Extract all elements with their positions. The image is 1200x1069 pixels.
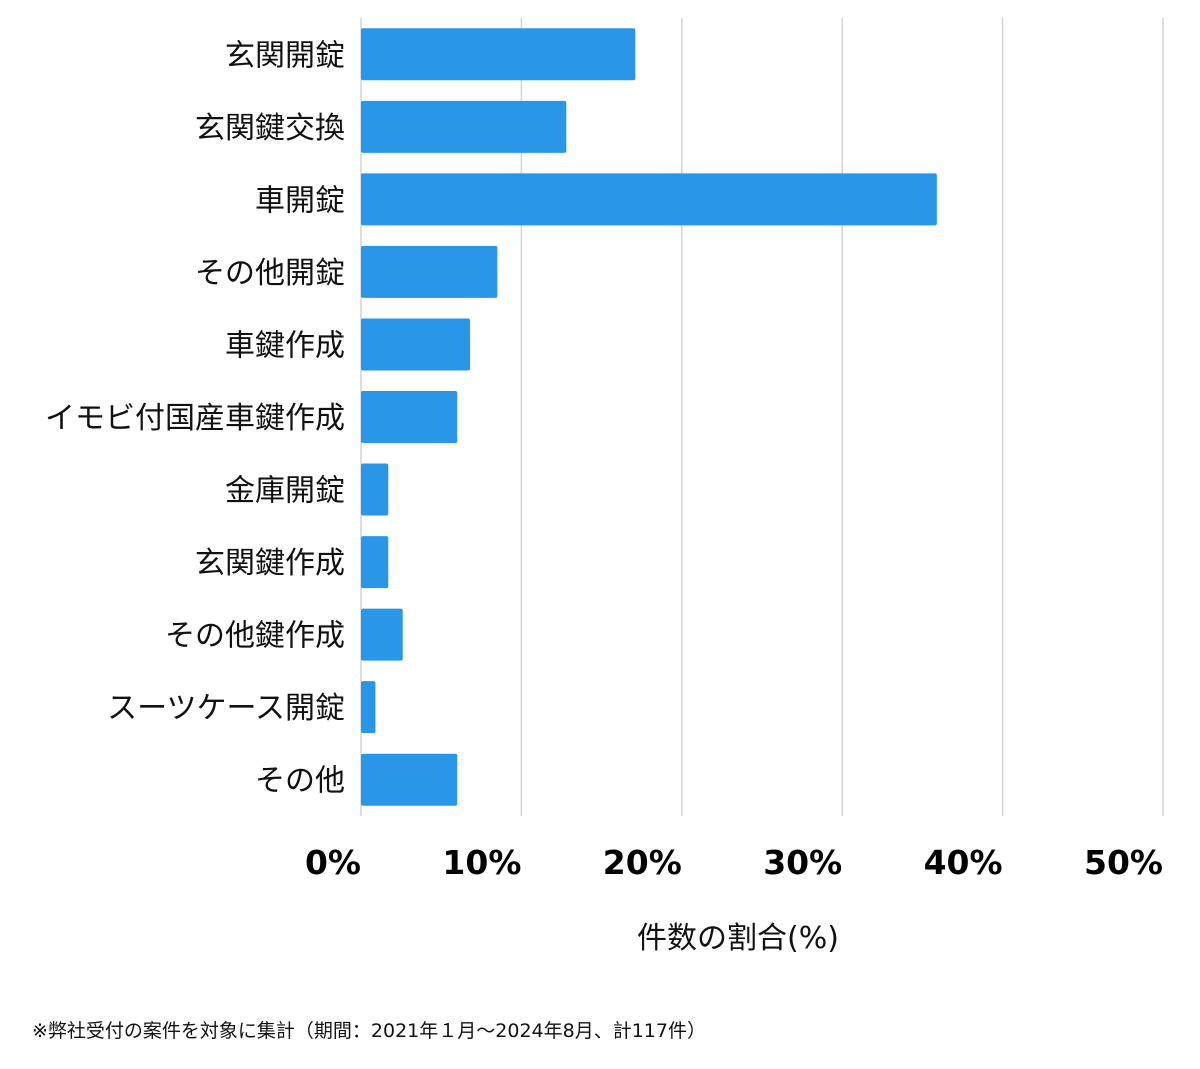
- x-tick-label: 10%: [442, 843, 521, 882]
- footnote: ※弊社受付の案件を対象に集計（期間：2021年１月〜2024年8月、計117件）: [32, 1020, 706, 1042]
- bar: [361, 463, 389, 516]
- bar: [361, 753, 458, 806]
- x-tick-label: 20%: [603, 843, 682, 882]
- bar: [361, 681, 376, 734]
- bar: [361, 100, 567, 153]
- category-label: 玄関鍵作成: [195, 546, 345, 581]
- category-label: その他: [255, 764, 345, 799]
- category-label: 車開錠: [255, 183, 345, 218]
- bar: [361, 608, 403, 661]
- category-label: 玄関鍵交換: [195, 111, 345, 146]
- bars: [361, 28, 937, 806]
- bar: [361, 245, 498, 298]
- category-label: イモビ付国産車鍵作成: [45, 401, 345, 436]
- x-tick-label: 50%: [1084, 843, 1163, 882]
- bar: [361, 173, 937, 226]
- category-labels: 玄関開錠玄関鍵交換車開錠その他開錠車鍵作成イモビ付国産車鍵作成金庫開錠玄関鍵作成…: [45, 38, 345, 798]
- bar: [361, 28, 636, 81]
- category-label: その他開錠: [195, 256, 345, 291]
- x-tick-labels: 0% 10% 20% 30% 40% 50%: [305, 843, 1163, 882]
- bar: [361, 536, 389, 589]
- category-label: その他鍵作成: [165, 619, 345, 654]
- x-axis-title: 件数の割合(%): [637, 921, 839, 956]
- category-label: 玄関開錠: [225, 38, 345, 73]
- bar: [361, 391, 458, 443]
- category-label: スーツケース開錠: [107, 691, 345, 726]
- bar: [361, 318, 471, 371]
- x-tick-label: 40%: [924, 843, 1003, 882]
- category-label: 車鍵作成: [225, 328, 345, 363]
- category-label: 金庫開錠: [225, 474, 345, 509]
- x-tick-label: 30%: [763, 843, 842, 882]
- x-tick-label: 0%: [305, 843, 361, 882]
